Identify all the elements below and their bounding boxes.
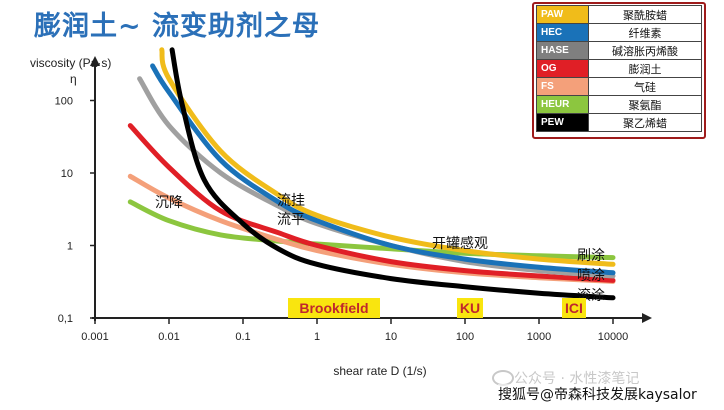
legend-row: HASE 碱溶胀丙烯酸 (536, 41, 702, 60)
y-tick-label: 100 (55, 96, 73, 108)
annotation-label: 刷涂 (577, 248, 605, 264)
y-tick-label: 1 (67, 241, 73, 253)
y-axis-label: viscosity (Pa·s) (30, 56, 111, 70)
legend-name: 聚氨酯 (588, 95, 702, 114)
legend-code: FS (536, 77, 589, 96)
legend-row: FS 气硅 (536, 77, 702, 96)
x-tick-label: 0.01 (158, 331, 179, 343)
legend-row: HEUR 聚氨酯 (536, 95, 702, 114)
legend-row: PAW 聚酰胺蜡 (536, 5, 702, 24)
x-axis-label: shear rate D (1/s) (333, 364, 426, 378)
legend-row: PEW 聚乙烯蜡 (536, 113, 702, 132)
method-label: KU (460, 300, 480, 316)
annotation-label: 沉降 (155, 195, 183, 211)
legend-name: 聚乙烯蜡 (588, 113, 702, 132)
x-tick-label: 1000 (527, 331, 551, 343)
legend-name: 膨润土 (588, 59, 702, 78)
legend-code: PAW (536, 5, 589, 24)
legend-code: OG (536, 59, 589, 78)
y-tick-label: 0,1 (58, 313, 73, 325)
annotation-label: 喷涂 (577, 268, 605, 284)
x-tick-label: 10 (385, 331, 397, 343)
x-tick-label: 100 (456, 331, 474, 343)
watermark-wechat: 公众号 · 水性漆笔记 (514, 371, 640, 387)
chart-curves (127, 47, 616, 301)
x-axis-arrow (642, 313, 652, 323)
legend-code: PEW (536, 113, 589, 132)
watermark-sohu: 搜狐号@帝森科技发展kaysalor (498, 384, 697, 404)
annotation-label: 流平 (277, 212, 305, 228)
series-pew (169, 47, 616, 301)
legend-row: OG 膨润土 (536, 59, 702, 78)
method-box (288, 298, 380, 318)
x-tick-label: 10000 (598, 331, 629, 343)
method-label: Brookfield (299, 300, 368, 316)
series-og (127, 123, 616, 283)
legend: PAW 聚酰胺蜡 HEC 纤维素 HASE 碱溶胀丙烯酸 OG 膨润土 FS 气硅 HEUR 聚氨酯 P… (536, 5, 702, 132)
legend-name: 纤维素 (588, 23, 702, 42)
legend-name: 碱溶胀丙烯酸 (588, 41, 702, 60)
x-tick-label: 0.1 (235, 331, 250, 343)
series-hase (137, 76, 616, 279)
legend-code: HEC (536, 23, 589, 42)
method-box (562, 298, 586, 318)
page-title: 膨润土~ 流变助剂之母 (34, 11, 321, 42)
method-box (457, 298, 483, 318)
legend-code: HEUR (536, 95, 589, 114)
legend-name: 聚酰胺蜡 (588, 5, 702, 24)
legend-row: HEC 纤维素 (536, 23, 702, 42)
y-axis-arrow (90, 56, 100, 66)
x-tick-label: 1 (314, 331, 320, 343)
x-tick-label: 0.001 (81, 331, 109, 343)
annotation-label: 开罐感观 (432, 235, 488, 252)
annotation-label: 流挂 (277, 193, 305, 209)
method-label: ICI (565, 300, 583, 316)
y-axis-symbol: η (70, 72, 77, 86)
legend-name: 气硅 (588, 77, 702, 96)
y-tick-label: 10 (61, 168, 73, 180)
series-heur (127, 199, 616, 261)
legend-code: HASE (536, 41, 589, 60)
